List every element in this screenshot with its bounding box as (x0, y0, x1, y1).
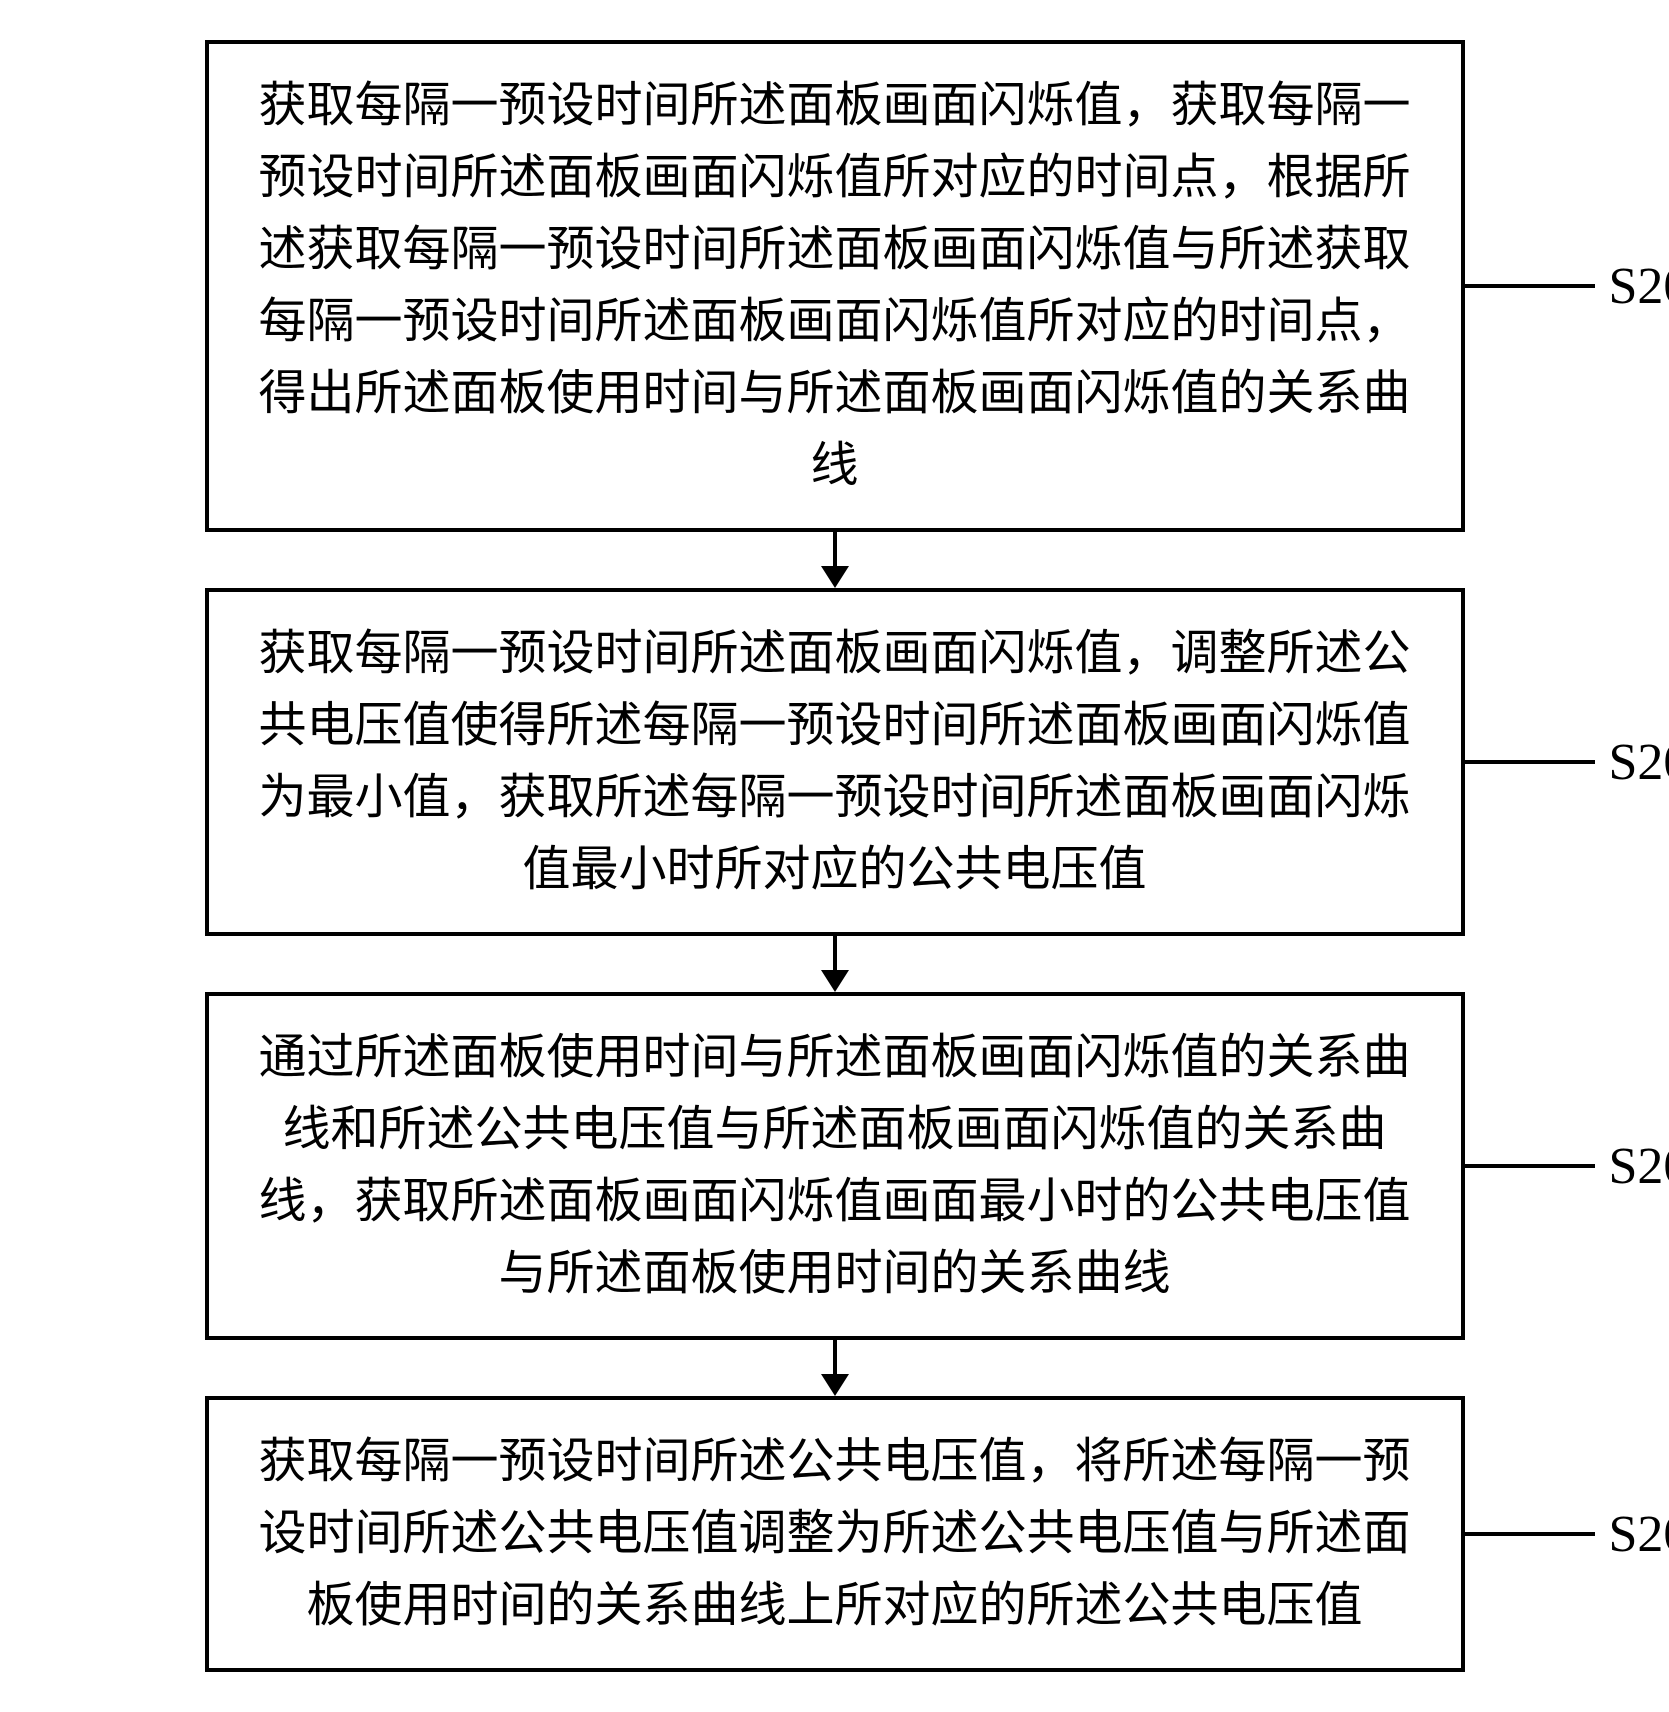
flow-step-row: 获取每隔一预设时间所述面板画面闪烁值，获取每隔一预设时间所述面板画面闪烁值所对应… (20, 40, 1649, 532)
arrow-head-icon (821, 970, 849, 992)
leader-line (1465, 1164, 1595, 1168)
step-label-wrap: S204 (1465, 1505, 1669, 1564)
flowchart-container: 获取每隔一预设时间所述面板画面闪烁值，获取每隔一预设时间所述面板画面闪烁值所对应… (20, 40, 1649, 1672)
arrow-shaft (833, 1340, 837, 1374)
flow-step-row: 获取每隔一预设时间所述面板画面闪烁值，调整所述公共电压值使得所述每隔一预设时间所… (20, 588, 1649, 936)
leader-line (1465, 284, 1595, 288)
step-label: S204 (1595, 1505, 1669, 1564)
step-label-wrap: S201 (1465, 257, 1669, 316)
arrow-head-icon (821, 566, 849, 588)
flow-step-text: 获取每隔一预设时间所述公共电压值，将所述每隔一预设时间所述公共电压值调整为所述公… (245, 1426, 1425, 1642)
arrow-shaft (833, 936, 837, 970)
arrow-head-icon (821, 1374, 849, 1396)
leader-line (1465, 760, 1595, 764)
flow-step-box-s202: 获取每隔一预设时间所述面板画面闪烁值，调整所述公共电压值使得所述每隔一预设时间所… (205, 588, 1465, 936)
flow-arrow (205, 936, 1465, 992)
step-label: S203 (1595, 1137, 1669, 1196)
step-label-wrap: S202 (1465, 733, 1669, 792)
step-label: S201 (1595, 257, 1669, 316)
flow-step-box-s201: 获取每隔一预设时间所述面板画面闪烁值，获取每隔一预设时间所述面板画面闪烁值所对应… (205, 40, 1465, 532)
step-label-wrap: S203 (1465, 1137, 1669, 1196)
flow-step-text: 获取每隔一预设时间所述面板画面闪烁值，调整所述公共电压值使得所述每隔一预设时间所… (245, 618, 1425, 906)
flow-step-text: 通过所述面板使用时间与所述面板画面闪烁值的关系曲线和所述公共电压值与所述面板画面… (245, 1022, 1425, 1310)
flow-arrow (205, 1340, 1465, 1396)
arrow-shaft (833, 532, 837, 566)
step-label: S202 (1595, 733, 1669, 792)
flow-step-row: 通过所述面板使用时间与所述面板画面闪烁值的关系曲线和所述公共电压值与所述面板画面… (20, 992, 1649, 1340)
flow-arrow (205, 532, 1465, 588)
flow-step-text: 获取每隔一预设时间所述面板画面闪烁值，获取每隔一预设时间所述面板画面闪烁值所对应… (245, 70, 1425, 502)
flow-step-box-s204: 获取每隔一预设时间所述公共电压值，将所述每隔一预设时间所述公共电压值调整为所述公… (205, 1396, 1465, 1672)
leader-line (1465, 1532, 1595, 1536)
flow-step-box-s203: 通过所述面板使用时间与所述面板画面闪烁值的关系曲线和所述公共电压值与所述面板画面… (205, 992, 1465, 1340)
flow-step-row: 获取每隔一预设时间所述公共电压值，将所述每隔一预设时间所述公共电压值调整为所述公… (20, 1396, 1649, 1672)
